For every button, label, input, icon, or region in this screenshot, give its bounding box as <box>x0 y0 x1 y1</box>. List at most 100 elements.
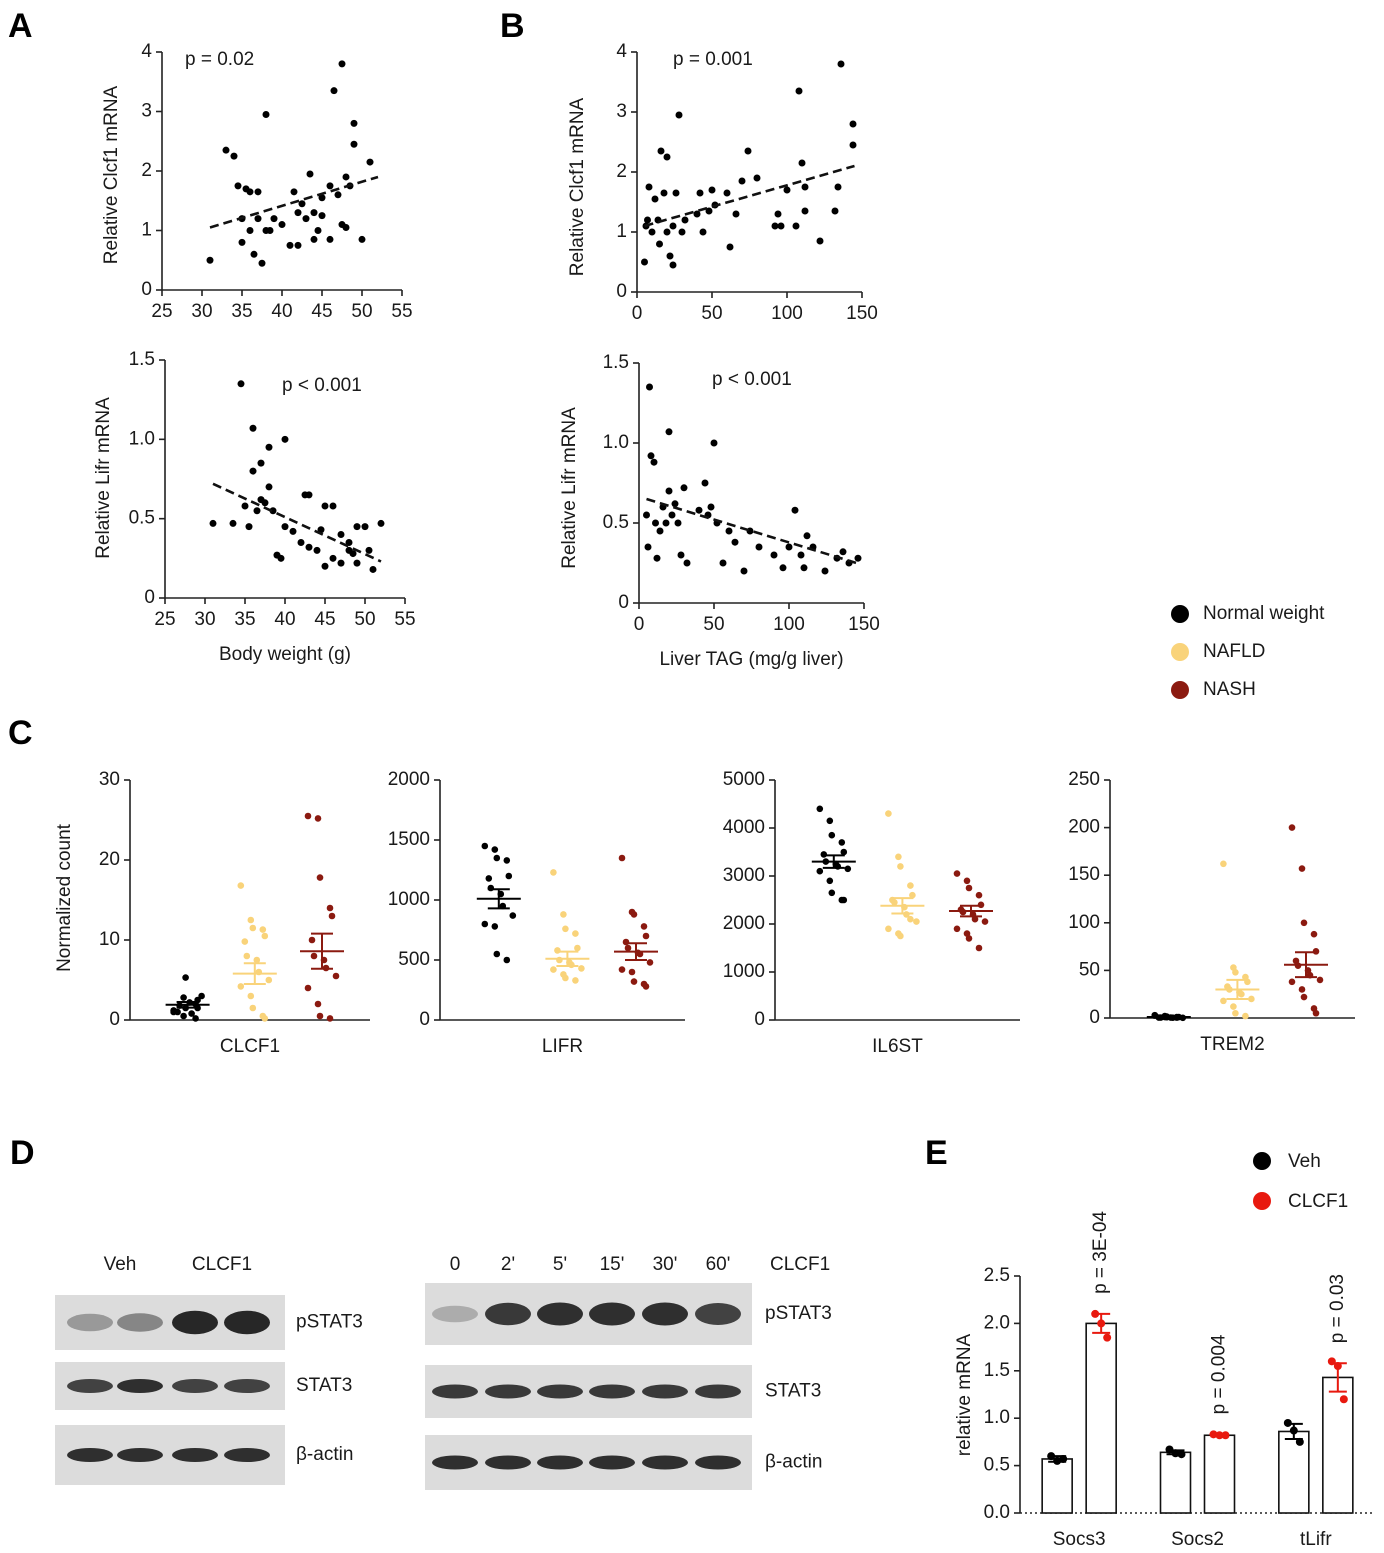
blot-lane-label: 15' <box>600 1254 625 1275</box>
point <box>369 565 377 573</box>
point <box>316 1012 324 1020</box>
blot-row-label: β-actin <box>296 1444 353 1465</box>
point <box>310 235 318 243</box>
y-axis-label: Relative Lifr mRNA <box>559 407 580 569</box>
point <box>646 383 653 391</box>
point <box>361 523 369 531</box>
bar <box>1159 1451 1192 1514</box>
point <box>321 502 329 510</box>
point <box>241 938 249 945</box>
point <box>316 874 324 881</box>
point <box>963 877 971 885</box>
point <box>258 259 266 267</box>
point <box>696 189 704 197</box>
point <box>1103 1333 1112 1342</box>
point <box>578 965 585 972</box>
point <box>630 978 638 985</box>
point <box>816 867 824 875</box>
x-tick-label: 150 <box>848 614 880 635</box>
y-tick-label: 1 <box>616 221 627 242</box>
point <box>699 228 707 236</box>
y-axis-label: Relative Clcf1 mRNA <box>101 85 122 264</box>
y-tick-label: 0 <box>1089 1007 1100 1028</box>
blot-band <box>695 1455 741 1470</box>
point <box>725 527 733 535</box>
point <box>562 974 569 982</box>
legend-marker <box>1253 1192 1271 1210</box>
error-bar <box>625 942 647 961</box>
y-tick-label: 0 <box>419 1009 430 1030</box>
x-tick-label: 45 <box>311 301 332 322</box>
point <box>854 554 862 562</box>
y-tick-label: 0 <box>618 592 629 613</box>
point <box>326 235 334 243</box>
blot-band <box>485 1455 531 1470</box>
blot-band <box>642 1384 688 1399</box>
point <box>783 186 791 194</box>
point <box>640 923 648 930</box>
p-value: p = 0.02 <box>185 49 254 70</box>
y-tick-label: 0.5 <box>129 508 155 529</box>
point <box>668 511 676 519</box>
point <box>253 956 261 964</box>
y-tick-label: 1.5 <box>984 1360 1010 1381</box>
point <box>1289 1426 1298 1435</box>
blot-band <box>589 1302 635 1326</box>
legend-label: Veh <box>1288 1151 1321 1172</box>
y-tick-label: 100 <box>1068 912 1100 933</box>
point <box>774 210 782 218</box>
blot-band <box>67 1313 113 1332</box>
point <box>353 523 361 531</box>
y-axis-label: relative mRNA <box>954 1333 975 1456</box>
point <box>314 815 322 822</box>
blot-row-label: STAT3 <box>765 1381 821 1402</box>
y-tick-label: 1.0 <box>984 1407 1010 1428</box>
trend-line <box>644 164 855 228</box>
point <box>257 459 265 467</box>
point <box>828 889 836 897</box>
point <box>269 507 277 515</box>
blot-band <box>695 1303 741 1325</box>
point <box>353 559 361 567</box>
blot-lane-label: 2' <box>501 1254 515 1275</box>
point <box>644 543 652 551</box>
x-tick-label: tLifr <box>1300 1529 1332 1550</box>
point <box>791 506 799 514</box>
bar <box>1041 1458 1073 1514</box>
x-tick-label: 35 <box>234 609 255 630</box>
point <box>318 212 326 220</box>
blot-band <box>172 1379 218 1393</box>
p-value: p = 3E-04 <box>1090 1211 1111 1294</box>
blot-band <box>117 1448 163 1462</box>
blot-lane-label: 5' <box>553 1254 567 1275</box>
point <box>953 870 961 877</box>
blot-band <box>224 1310 270 1335</box>
point <box>669 222 677 230</box>
error-bar <box>556 950 579 967</box>
point <box>803 532 811 540</box>
point <box>844 865 852 873</box>
point <box>254 215 262 223</box>
panel-label: A <box>8 7 33 45</box>
y-tick-label: 150 <box>1068 864 1100 885</box>
x-axis-label: Liver TAG (mg/g liver) <box>659 649 843 670</box>
point <box>1047 1452 1056 1461</box>
blot-band <box>67 1379 113 1393</box>
point <box>1221 1431 1230 1440</box>
point <box>302 215 310 223</box>
y-tick-label: 1.5 <box>603 352 629 373</box>
point <box>290 188 298 196</box>
panel-label: B <box>500 7 525 45</box>
point <box>305 543 313 551</box>
blot-row-label: pSTAT3 <box>765 1303 832 1324</box>
blot-band <box>172 1448 218 1462</box>
point <box>839 548 847 556</box>
point <box>753 174 761 182</box>
point <box>801 207 809 215</box>
point <box>795 87 803 95</box>
error-bar <box>243 962 266 985</box>
point <box>345 538 353 546</box>
point <box>560 911 567 918</box>
point <box>243 952 251 960</box>
y-tick-label: 3000 <box>723 865 765 886</box>
